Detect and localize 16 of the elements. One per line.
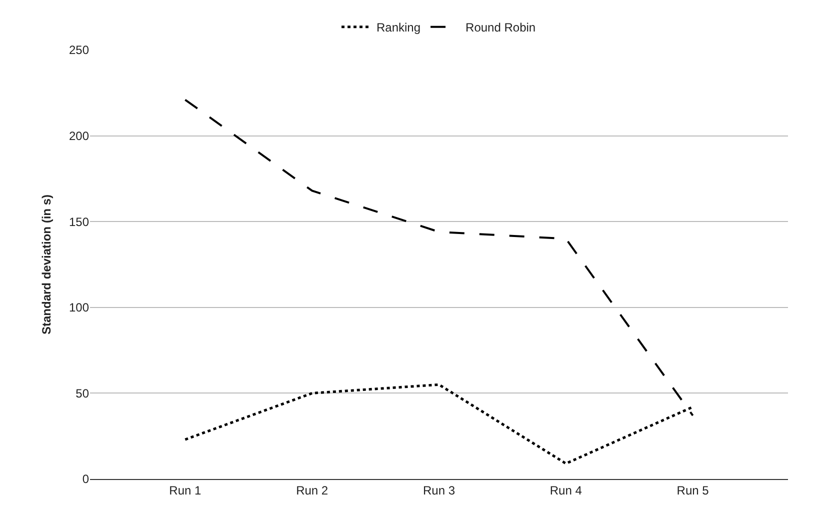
y-tick-label: 200	[68, 129, 90, 143]
y-tick-label: 50	[76, 386, 90, 400]
x-tick-label: Run 2	[296, 483, 328, 498]
y-tick-label: 150	[68, 214, 90, 229]
y-tick-label: 100	[68, 300, 90, 315]
x-tick-label: Run 1	[169, 483, 202, 498]
x-tick-label: Run 3	[422, 483, 456, 498]
line-series	[184, 98, 694, 417]
x-tick-label: Run 5	[676, 483, 710, 498]
legend-label: Round Robin	[466, 20, 536, 35]
line-series	[184, 383, 694, 465]
y-tick-label: 250	[68, 43, 90, 58]
legend-label: Ranking	[376, 20, 421, 35]
x-tick-label: Run 4	[550, 483, 582, 498]
y-tick-label: 0	[82, 472, 90, 486]
y-axis-title: Standard deviation (in s)	[39, 194, 54, 335]
